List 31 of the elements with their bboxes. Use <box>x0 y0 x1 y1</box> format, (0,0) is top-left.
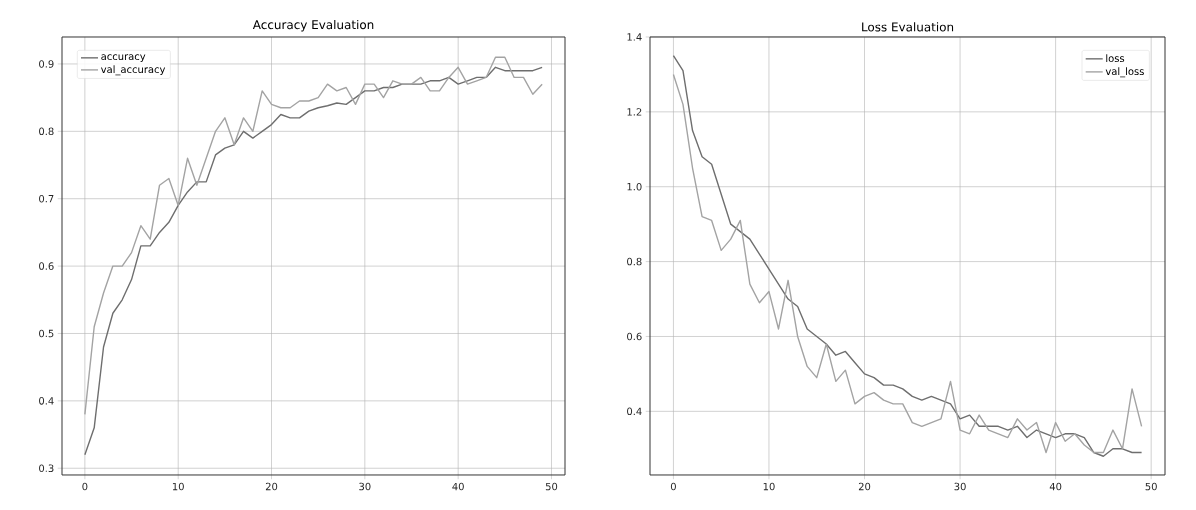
y-tick-label: 0.3 <box>39 464 54 473</box>
x-tick-label: 40 <box>452 482 464 491</box>
x-tick-label: 50 <box>1145 482 1157 491</box>
x-tick-label: 0 <box>82 482 88 491</box>
x-tick-label: 10 <box>172 482 184 491</box>
chart-title: Loss Evaluation <box>862 22 954 32</box>
legend-label: loss <box>1106 54 1125 63</box>
y-tick-label: 1.0 <box>627 182 642 191</box>
x-tick-label: 20 <box>265 482 278 491</box>
legend-label: val_accuracy <box>100 65 166 76</box>
y-tick-label: 0.8 <box>39 127 54 136</box>
x-tick-label: 30 <box>954 482 966 491</box>
y-tick-label: 0.4 <box>39 397 54 405</box>
y-tick-label: 1.2 <box>627 108 642 116</box>
x-tick-label: 40 <box>1049 482 1062 491</box>
x-tick-label: 0 <box>670 482 676 491</box>
y-tick-label: 0.9 <box>39 60 54 68</box>
y-tick-label: 0.4 <box>627 407 642 416</box>
y-tick-label: 0.5 <box>39 329 54 338</box>
x-tick-label: 50 <box>545 482 558 491</box>
chart-title: Accuracy Evaluation <box>252 19 374 32</box>
legend-label: val_loss <box>1105 67 1144 78</box>
y-tick-label: 1.4 <box>627 33 642 41</box>
x-tick-label: 30 <box>359 482 371 491</box>
x-tick-label: 20 <box>858 482 871 491</box>
x-tick-label: 10 <box>763 482 775 491</box>
y-tick-label: 0.8 <box>627 257 642 266</box>
y-tick-label: 0.6 <box>39 262 54 270</box>
legend-label: accuracy <box>101 54 146 62</box>
y-tick-label: 0.6 <box>627 332 642 341</box>
y-tick-label: 0.7 <box>39 194 54 203</box>
